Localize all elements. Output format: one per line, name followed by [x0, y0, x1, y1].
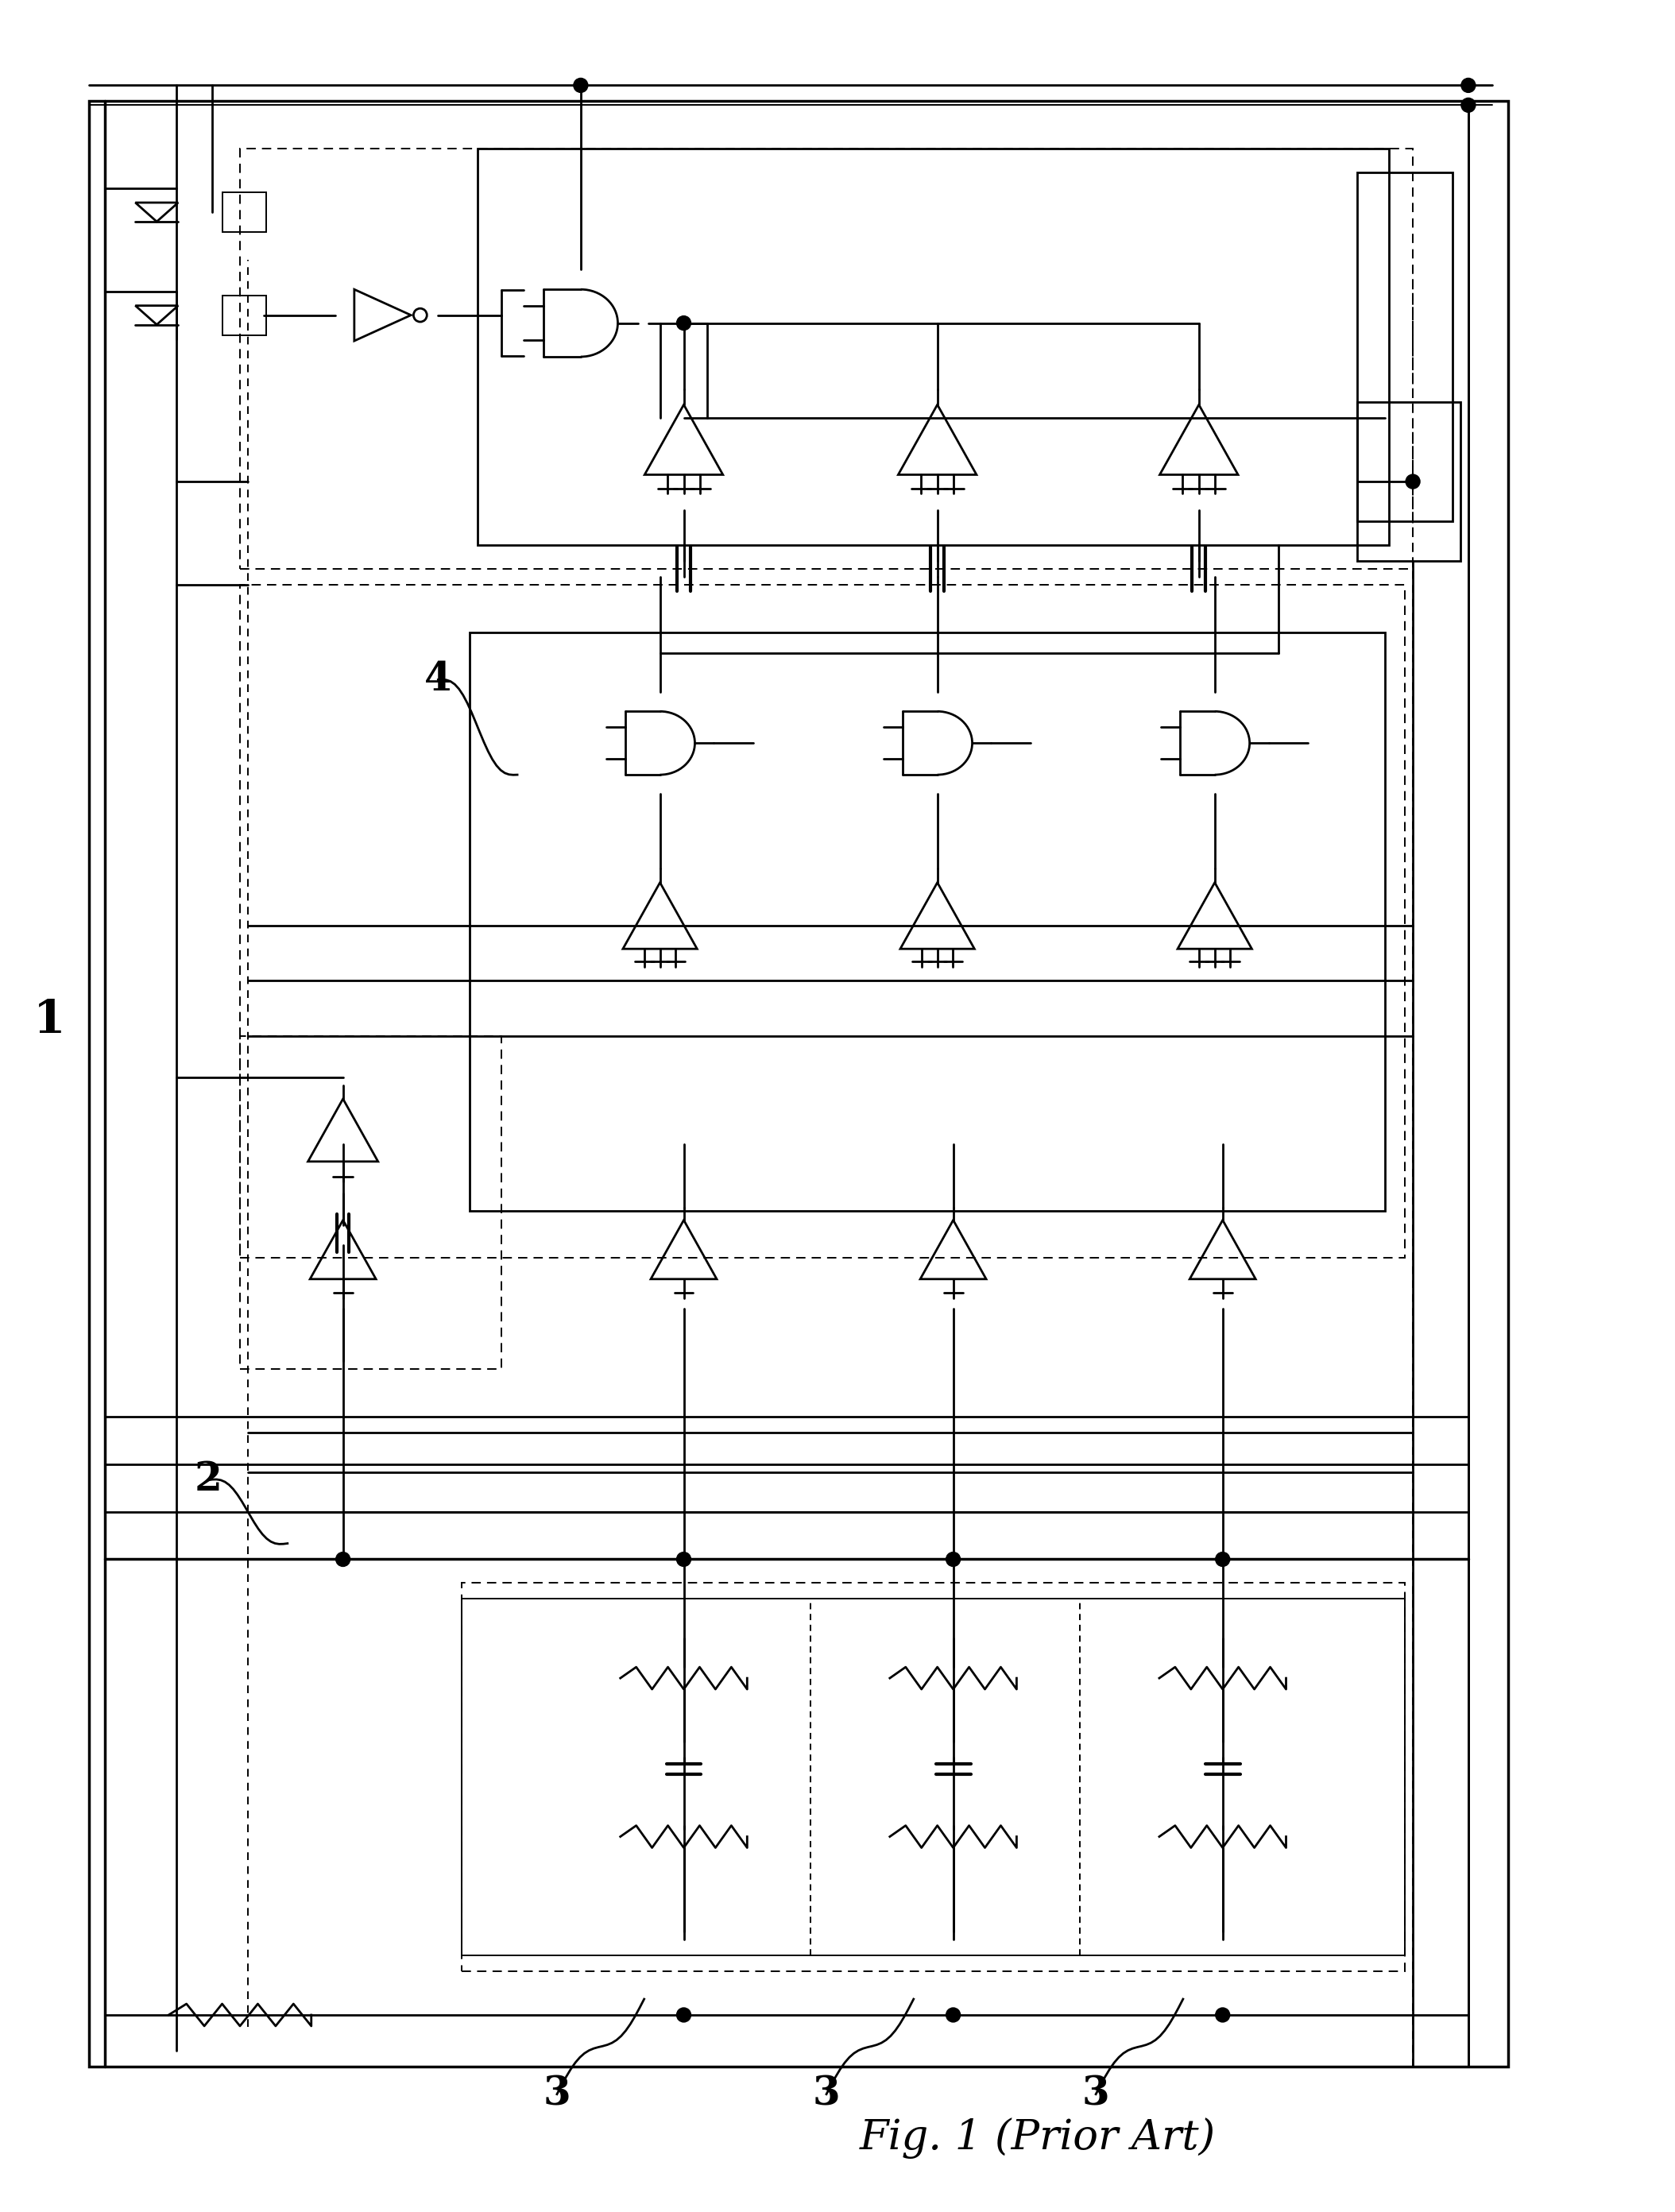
Text: 3: 3 [812, 2075, 841, 2115]
Bar [1357, 403, 1461, 562]
Text: 4: 4 [424, 659, 452, 699]
Circle shape [1216, 1553, 1229, 1566]
Text: 2: 2 [194, 1460, 223, 1500]
Circle shape [573, 77, 588, 93]
Bar [223, 296, 266, 334]
Text: Fig. 1 (Prior Art): Fig. 1 (Prior Art) [859, 2117, 1216, 2159]
Text: 3: 3 [543, 2075, 571, 2115]
Text: 1: 1 [34, 998, 65, 1042]
Bar [477, 148, 1389, 544]
Circle shape [677, 2008, 690, 2022]
Circle shape [677, 316, 690, 330]
Circle shape [946, 1553, 960, 1566]
Bar [240, 148, 1412, 568]
Bar [1357, 173, 1452, 522]
Bar [240, 584, 1405, 1259]
Bar [240, 1035, 501, 1369]
Bar [469, 633, 1385, 1210]
Circle shape [1216, 2008, 1229, 2022]
Circle shape [1405, 473, 1420, 489]
Bar [462, 1599, 1405, 1955]
Circle shape [337, 1553, 350, 1566]
Bar [223, 192, 266, 232]
Circle shape [677, 1553, 690, 1566]
Bar [462, 1584, 1405, 1971]
Bar [89, 102, 1507, 2066]
Text: 3: 3 [1082, 2075, 1109, 2115]
Circle shape [1461, 77, 1476, 93]
Circle shape [1461, 97, 1476, 113]
Circle shape [946, 2008, 960, 2022]
